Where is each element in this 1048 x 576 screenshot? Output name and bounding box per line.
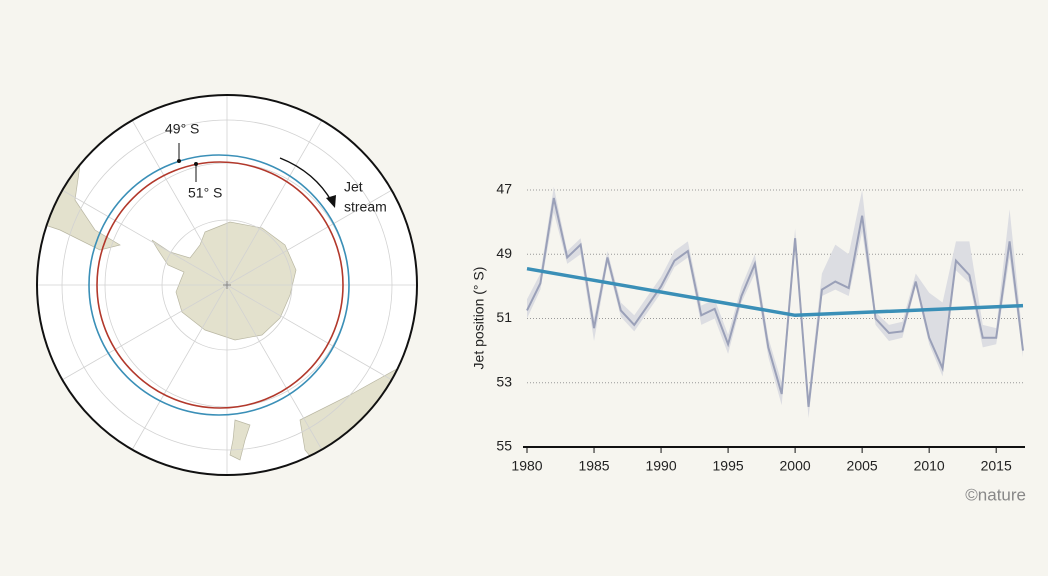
point-49 (177, 159, 181, 163)
ring-label: 51° S (188, 185, 222, 201)
ring-49s (88, 154, 350, 416)
uncertainty-band (527, 186, 1023, 419)
point-51 (194, 162, 198, 166)
series-line (526, 197, 1024, 407)
x-tick-label: 1985 (578, 458, 609, 474)
y-tick-label: 49 (496, 245, 512, 261)
y-tick-label: 55 (496, 438, 512, 454)
map-border (36, 94, 418, 476)
pole-marker (223, 281, 231, 289)
ring-label: 49° S (165, 121, 199, 137)
x-tick-label: 2015 (981, 458, 1012, 474)
y-axis-label: Jet position (° S) (471, 267, 487, 370)
x-tick-label: 2000 (780, 458, 811, 474)
y-tick-label: 51 (496, 309, 512, 325)
x-tick-label: 1990 (645, 458, 676, 474)
jet-arrowhead (326, 195, 336, 208)
polar-map: 49° S 51° S Jet stream (36, 94, 418, 476)
trend-line (526, 266, 1024, 318)
x-tick-label: 2010 (914, 458, 945, 474)
jet-arrow (279, 157, 333, 203)
ring-51s (96, 161, 344, 409)
x-tick-label: 1995 (713, 458, 744, 474)
jet-label: Jet (344, 179, 363, 195)
x-tick-label: 2005 (847, 458, 878, 474)
jet-label: stream (344, 199, 387, 215)
credit: ©nature (965, 485, 1026, 504)
y-tick-label: 47 (496, 181, 512, 197)
x-tick-label: 1980 (511, 458, 542, 474)
y-tick-label: 53 (496, 373, 512, 389)
